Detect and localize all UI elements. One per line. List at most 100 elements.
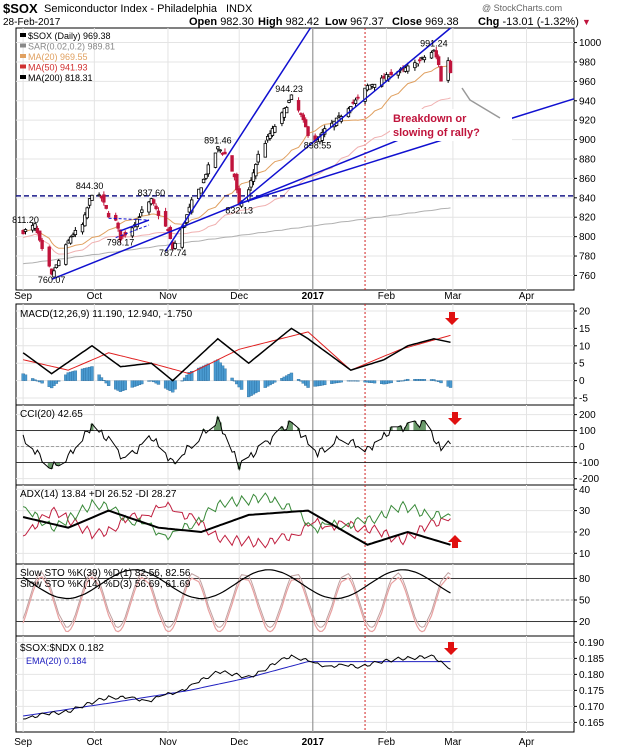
candle-body xyxy=(152,199,156,204)
y-tick-label: 940 xyxy=(579,96,596,107)
macd-histogram-bar xyxy=(190,371,194,381)
y-tick-label: 15 xyxy=(579,324,591,335)
legend-item: MA(50) 941.93 xyxy=(28,63,88,73)
y-tick-label: 0 xyxy=(579,442,585,453)
legend-swatch xyxy=(20,64,26,69)
price-label: 798.17 xyxy=(107,237,135,247)
candle-body xyxy=(287,99,291,103)
candle-body xyxy=(263,143,268,158)
candle-body xyxy=(47,246,51,267)
candle-body xyxy=(268,133,272,139)
candle-body xyxy=(90,194,94,201)
candle-body xyxy=(104,204,108,209)
candle-body xyxy=(223,151,227,155)
macd-histogram-bar xyxy=(206,363,210,381)
legend-item: MA(20) 969.55 xyxy=(28,52,88,62)
price-label: 787.74 xyxy=(159,248,187,258)
macd-legend: MACD(12,26,9) 11.190, 12.940, -1.750 xyxy=(20,309,193,320)
candle-body xyxy=(40,239,44,249)
price-label: 991.24 xyxy=(420,38,448,48)
watermark: @ StockCharts.com xyxy=(482,3,563,13)
y-tick-label: -5 xyxy=(579,394,588,405)
cci-line xyxy=(22,415,451,472)
y-tick-label: 920 xyxy=(579,116,596,127)
candle-body xyxy=(204,173,208,179)
macd-histogram-bar xyxy=(140,380,144,385)
close-label: Close xyxy=(392,16,422,28)
cci-extreme-fill xyxy=(50,462,54,469)
candle-body xyxy=(147,201,151,213)
macd-histogram-bar xyxy=(73,370,78,381)
y-tick-label: 820 xyxy=(579,213,596,224)
candle-body xyxy=(218,149,222,152)
y-tick-label: 40 xyxy=(579,485,591,496)
cci-extreme-fill xyxy=(216,416,220,431)
macd-marker-icon xyxy=(445,312,459,325)
candle-body xyxy=(213,152,218,168)
y-tick-label: 20 xyxy=(579,617,591,628)
price-label: 844.30 xyxy=(76,181,104,191)
legend-item: $SOX (Daily) 969.38 xyxy=(28,31,111,41)
x-tick-label: Dec xyxy=(230,737,248,748)
macd-histogram-bar xyxy=(54,380,59,384)
y-tick-label: 20 xyxy=(579,306,591,317)
y-tick-label: 0 xyxy=(579,376,585,387)
price-label: 898.55 xyxy=(304,140,332,150)
cci-extreme-fill xyxy=(413,421,417,431)
candle-body xyxy=(68,236,73,244)
candle-body xyxy=(280,112,284,124)
candle-body xyxy=(235,174,239,191)
cci-extreme-fill xyxy=(403,427,407,431)
y-tick-label: 860 xyxy=(579,174,596,185)
ratio-marker-icon xyxy=(444,642,458,655)
annotation-arrow xyxy=(461,87,501,119)
macd-histogram-bar xyxy=(306,380,310,388)
sto14-k-line xyxy=(22,572,451,628)
candle-body xyxy=(237,188,241,205)
candle-body xyxy=(434,50,438,58)
candle-body xyxy=(379,77,384,87)
y-tick-label: 800 xyxy=(579,232,596,243)
y-tick-label: 0.185 xyxy=(579,654,604,665)
legend-item: MA(200) 818.31 xyxy=(28,73,93,83)
y-tick-label: 1000 xyxy=(579,38,602,49)
low-label: Low xyxy=(325,16,347,28)
y-tick-label: -100 xyxy=(579,458,599,469)
x-tick-label: Nov xyxy=(159,291,177,302)
candle-body xyxy=(33,223,37,229)
candle-body xyxy=(38,230,42,241)
y-tick-label: 0.190 xyxy=(579,638,604,649)
adx-marker-icon-shape xyxy=(448,535,462,548)
price-label: 811.20 xyxy=(12,215,39,225)
cci-extreme-fill xyxy=(422,420,426,431)
panel-frame xyxy=(15,484,575,565)
macd-histogram-bar xyxy=(339,380,343,383)
candle-body xyxy=(114,214,118,221)
cci-extreme-fill xyxy=(90,423,94,431)
macd-histogram-bar xyxy=(372,380,377,384)
macd-histogram-bar xyxy=(296,379,301,381)
annotation-text: slowing of rally? xyxy=(393,127,480,139)
candle-body xyxy=(83,214,87,227)
x-tick-label: Oct xyxy=(87,291,103,302)
candle-body xyxy=(201,178,206,184)
macd-histogram-bar xyxy=(106,380,111,386)
y-tick-label: 30 xyxy=(579,506,591,517)
candle-body xyxy=(71,234,75,237)
x-tick-label: 2017 xyxy=(302,291,325,302)
candle-body xyxy=(422,56,427,61)
cci-extreme-fill xyxy=(406,422,410,431)
macd-histogram-bar xyxy=(422,379,427,381)
candle-body xyxy=(389,71,393,75)
candle-body xyxy=(137,216,142,219)
ohlc-open: Open 982.30 xyxy=(189,16,254,28)
candle-body xyxy=(135,218,139,228)
y-tick-label: 980 xyxy=(579,57,596,68)
legend-item: SAR(0.02,0.2) 989.81 xyxy=(28,42,115,52)
candle-body xyxy=(173,242,177,249)
sto39-legend: Slow STO %K(39) %D(1) 82.56, 82.56 xyxy=(20,568,191,579)
ohlc-close: Close 969.38 xyxy=(392,16,459,28)
candle-body xyxy=(372,83,377,88)
panel-frame xyxy=(15,303,575,406)
candle-body xyxy=(415,63,419,67)
